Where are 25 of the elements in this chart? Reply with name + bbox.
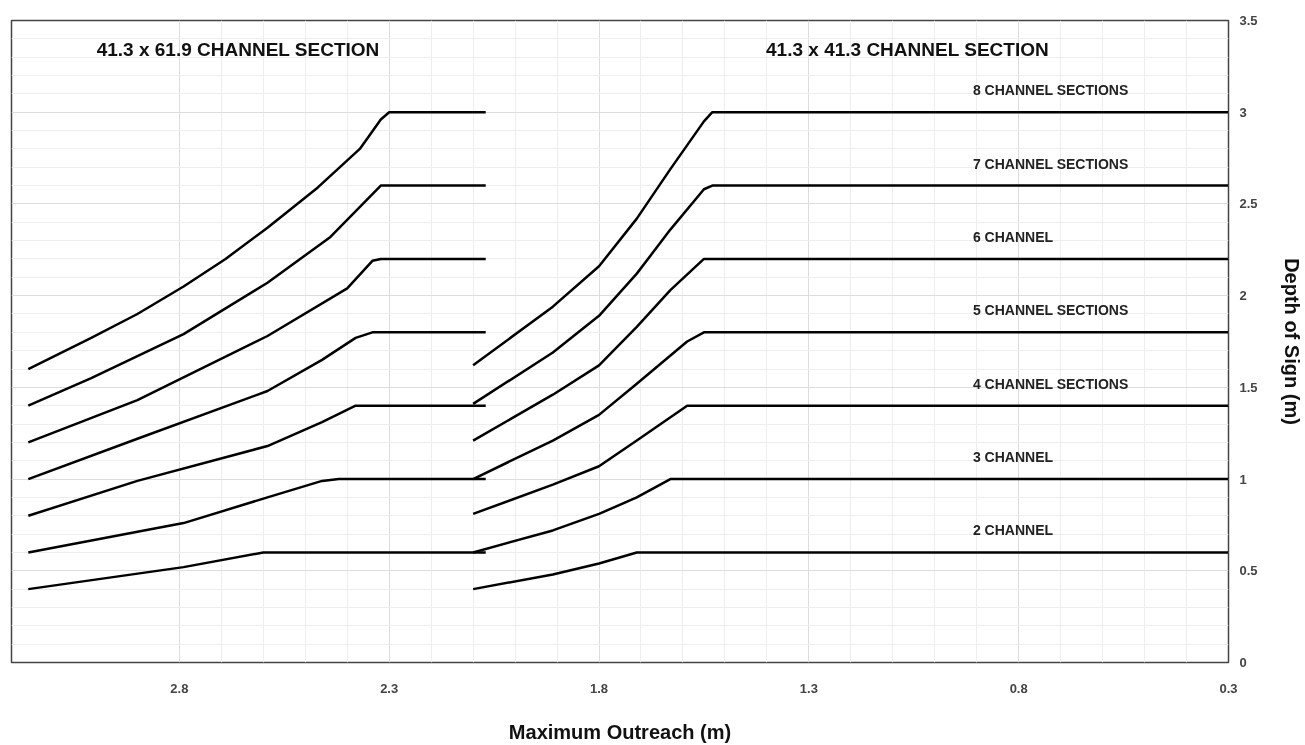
y-tick-label: 1.5: [1239, 379, 1258, 395]
annotation: 8 CHANNEL SECTIONS: [972, 82, 1129, 99]
x-tick-label: 2.8: [170, 680, 189, 696]
y-tick-label: 2: [1239, 288, 1247, 304]
x-tick-label: 0.8: [1009, 680, 1028, 696]
annotation: 4 CHANNEL SECTIONS: [972, 375, 1129, 392]
x-tick-label: 1.3: [799, 680, 818, 696]
annotation: 3 CHANNEL: [972, 449, 1054, 466]
x-tick-label: 0.3: [1219, 680, 1238, 696]
y-tick-label: 2.5: [1239, 196, 1258, 212]
y-tick-label: 0: [1239, 655, 1247, 670]
y-tick-label: 3.5: [1239, 13, 1258, 28]
x-tick-label: 1.8: [589, 680, 609, 696]
annotation: 2 CHANNEL: [972, 522, 1054, 539]
y-tick-label: 1: [1239, 471, 1247, 487]
x-tick-label: 2.3: [380, 680, 399, 696]
annotation: 6 CHANNEL: [972, 228, 1054, 245]
annotation: 5 CHANNEL SECTIONS: [972, 302, 1129, 319]
y-tick-label: 3: [1239, 104, 1247, 120]
annotation: 41.3 x 61.9 CHANNEL SECTION: [96, 38, 380, 60]
annotation: 7 CHANNEL SECTIONS: [972, 155, 1129, 172]
x-axis-title: Maximum Outreach (m): [508, 720, 732, 743]
annotation: 41.3 x 41.3 CHANNEL SECTION: [766, 38, 1049, 60]
y-tick-label: 0.5: [1239, 563, 1258, 579]
y-axis-title: Depth of Sign (m): [1280, 258, 1303, 425]
